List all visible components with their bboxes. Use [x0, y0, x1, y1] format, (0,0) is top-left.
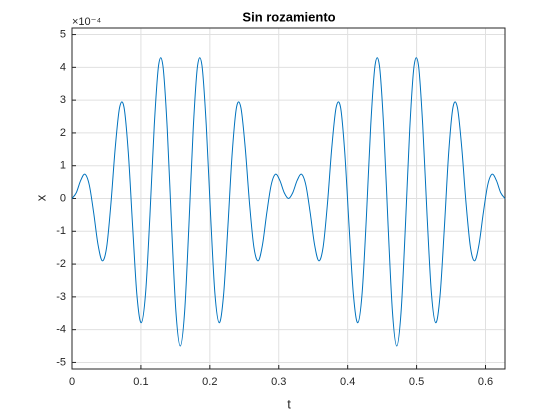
x-tick-label: 0.1: [133, 376, 148, 388]
x-tick-label: 0.2: [202, 376, 217, 388]
x-tick-label: 0.6: [478, 376, 493, 388]
y-multiplier: ×10⁻⁴: [72, 16, 101, 28]
x-tick-label: 0.4: [340, 376, 355, 388]
x-tick-label: 0: [69, 376, 75, 388]
y-axis-label: x: [33, 194, 48, 201]
x-tick-label: 0.3: [271, 376, 286, 388]
y-tick-label: -2: [56, 258, 66, 270]
y-tick-label: 1: [60, 160, 66, 172]
y-tick-label: 0: [60, 192, 66, 204]
x-axis-label: t: [287, 396, 291, 411]
y-tick-label: 2: [60, 127, 66, 139]
y-tick-label: 4: [60, 61, 66, 73]
y-tick-label: -4: [56, 324, 66, 336]
y-tick-label: -1: [56, 225, 66, 237]
y-tick-label: -5: [56, 356, 66, 368]
chart-title: Sin rozamiento: [242, 9, 335, 24]
data-line: [71, 57, 506, 347]
x-tick-label: 0.5: [409, 376, 424, 388]
y-tick-label: -3: [56, 291, 66, 303]
y-tick-label: 3: [60, 94, 66, 106]
y-tick-label: 5: [60, 28, 66, 40]
